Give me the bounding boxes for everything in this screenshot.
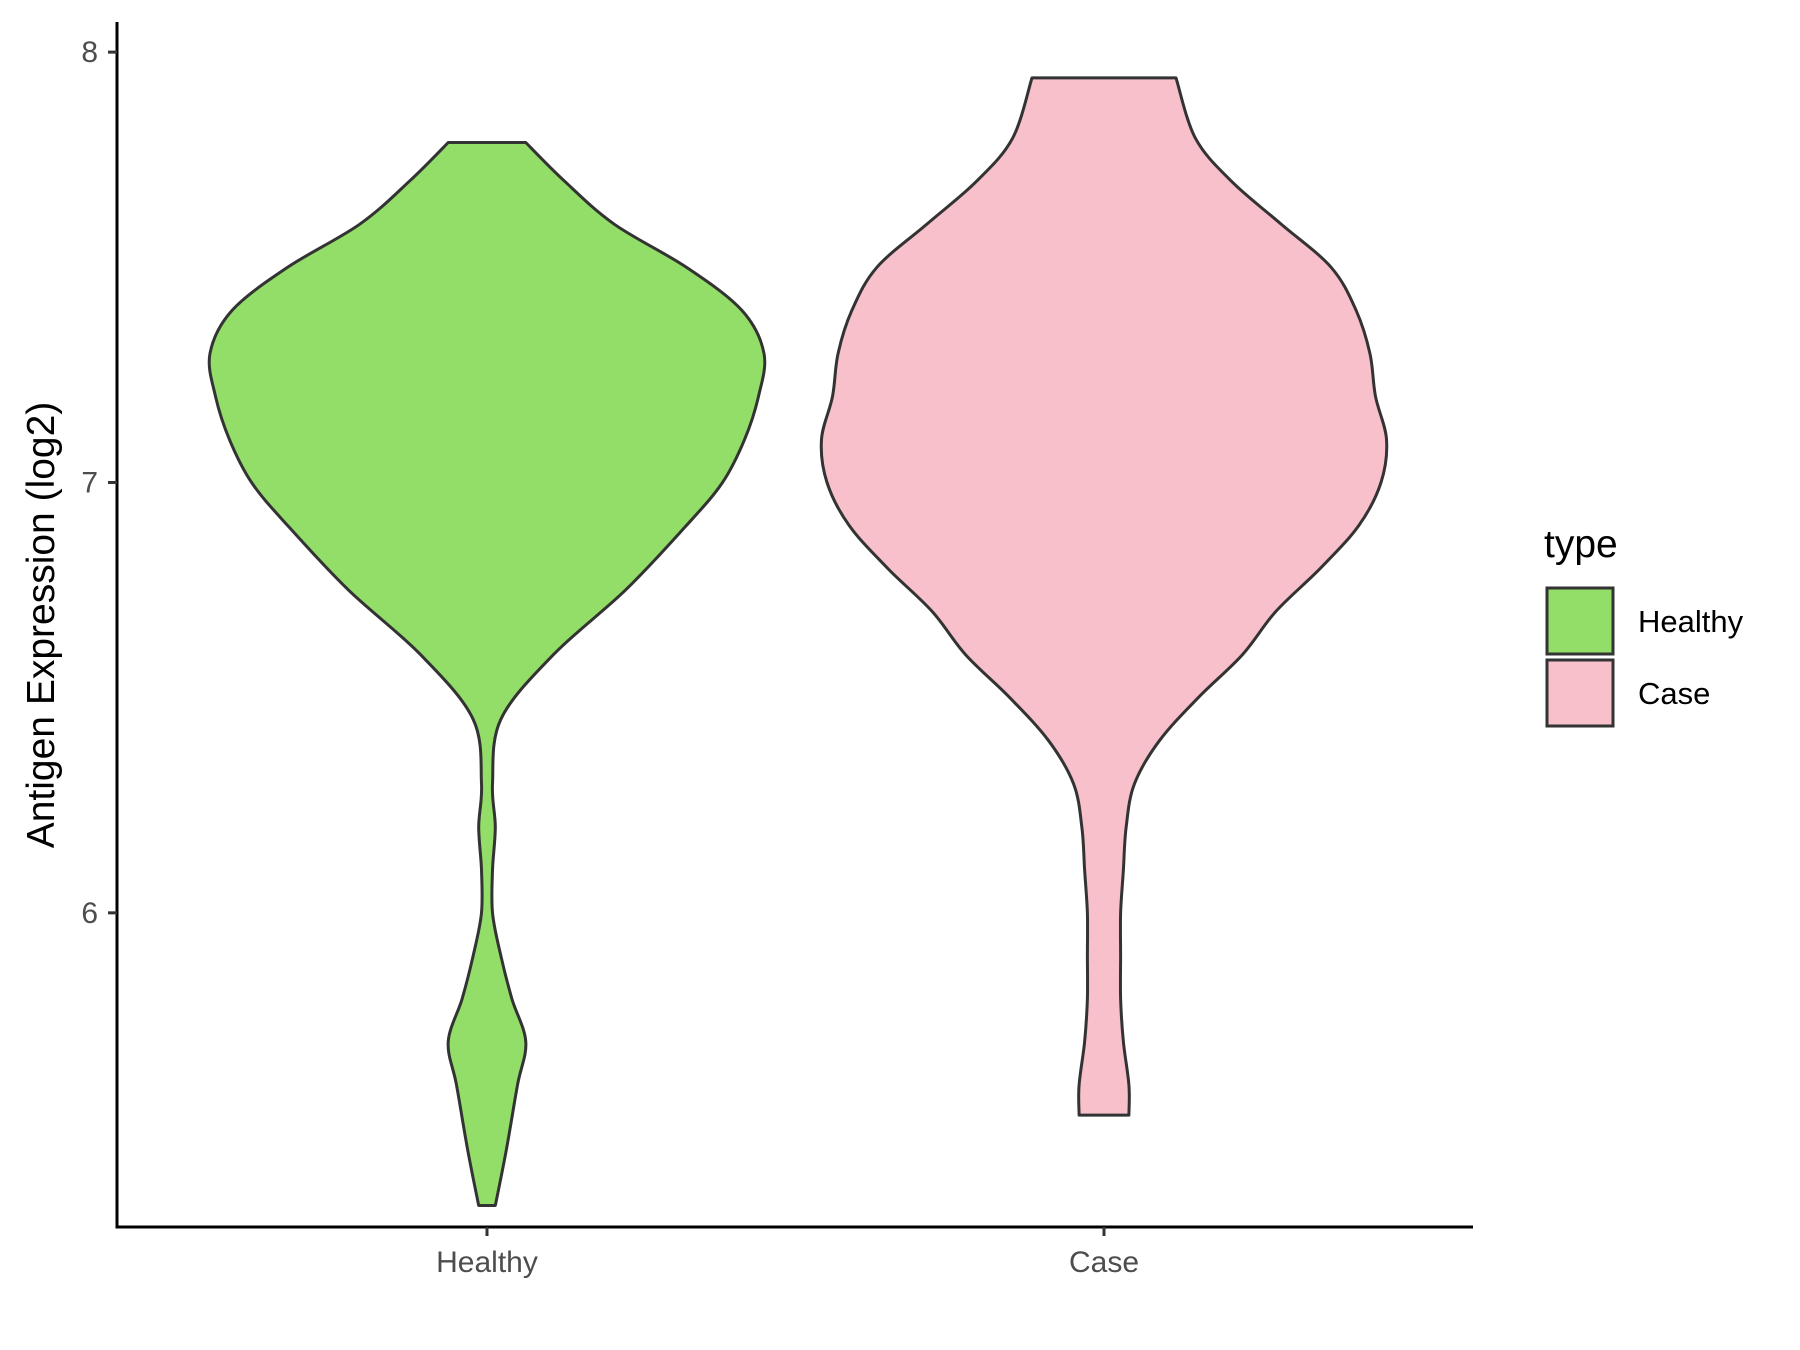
y-axis-title: Antigen Expression (log2) xyxy=(20,402,63,849)
x-axis-ticks: Healthy Case xyxy=(436,1227,1139,1279)
x-tick-label: Healthy xyxy=(436,1246,538,1279)
violin-layer xyxy=(207,76,1389,1207)
legend-label-healthy: Healthy xyxy=(1638,604,1744,639)
y-axis-ticks: 6 7 8 xyxy=(81,36,117,930)
x-tick-label: Case xyxy=(1069,1246,1139,1279)
violin-case xyxy=(819,76,1389,1117)
legend-key-case xyxy=(1545,658,1615,728)
legend-label-case: Case xyxy=(1638,676,1710,711)
legend: type Healthy Case xyxy=(1544,523,1744,728)
legend-entries: Healthy Case xyxy=(1545,586,1744,728)
y-tick-label: 7 xyxy=(81,466,98,499)
y-tick-label: 6 xyxy=(81,897,98,930)
legend-key-healthy xyxy=(1545,586,1615,656)
violin-healthy xyxy=(207,141,767,1207)
legend-title: type xyxy=(1544,523,1618,566)
y-tick-label: 8 xyxy=(81,36,98,69)
